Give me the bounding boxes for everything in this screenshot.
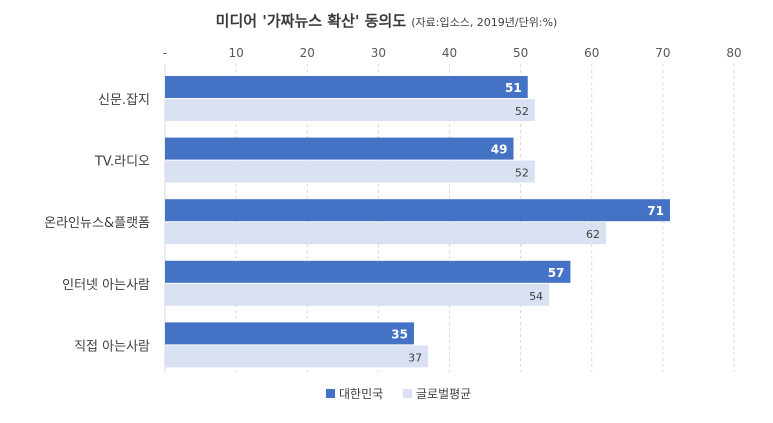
category-label: 신문.잡지 (98, 93, 150, 108)
data-label-global: 52 (515, 167, 529, 180)
legend-swatch (403, 389, 412, 398)
bar-korea (165, 137, 514, 160)
x-tick-label: 50 (513, 46, 528, 60)
bar-global (165, 99, 535, 121)
bar-global (165, 283, 550, 306)
legend-label: 글로벌평균 (416, 387, 471, 401)
category-label: 인터넷 아는사람 (62, 278, 150, 293)
data-label-korea: 71 (647, 204, 664, 218)
bar-korea (165, 260, 571, 283)
legend-swatch (326, 389, 335, 398)
bar-korea (165, 322, 414, 345)
category-label: TV.라디오 (94, 155, 150, 170)
bar-global (165, 222, 606, 245)
chart-title: 미디어 '가짜뉴스 확산' 동의도 (215, 12, 407, 30)
bar-global (165, 345, 429, 368)
x-tick-label: 10 (228, 46, 243, 60)
x-tick-label: 70 (655, 46, 670, 60)
data-label-global: 37 (408, 351, 422, 364)
category-label: 온라인뉴스&플랫폼 (44, 216, 150, 231)
x-tick-label: 80 (726, 46, 741, 60)
x-tick-label: 20 (300, 46, 315, 60)
x-tick-label: 30 (371, 46, 386, 60)
bar-korea (165, 76, 528, 98)
legend-label: 대한민국 (339, 387, 383, 401)
data-label-korea: 57 (548, 266, 565, 280)
data-label-global: 52 (515, 105, 529, 118)
data-label-korea: 35 (391, 327, 408, 341)
chart-title-block: 미디어 '가짜뉴스 확산' 동의도 (자료:입소스, 2019년/단위:%) (0, 10, 773, 31)
x-tick-label: 60 (584, 46, 599, 60)
data-label-global: 62 (586, 228, 600, 241)
x-tick-label: 40 (442, 46, 457, 60)
category-label: 직접 아는사람 (74, 339, 150, 354)
x-tick-label: - (163, 46, 167, 60)
chart-subtitle: (자료:입소스, 2019년/단위:%) (411, 16, 558, 29)
data-label-korea: 49 (491, 143, 508, 157)
data-label-korea: 51 (505, 81, 522, 95)
data-label-global: 54 (529, 290, 543, 303)
bar-global (165, 160, 535, 183)
bar-korea (165, 199, 670, 222)
